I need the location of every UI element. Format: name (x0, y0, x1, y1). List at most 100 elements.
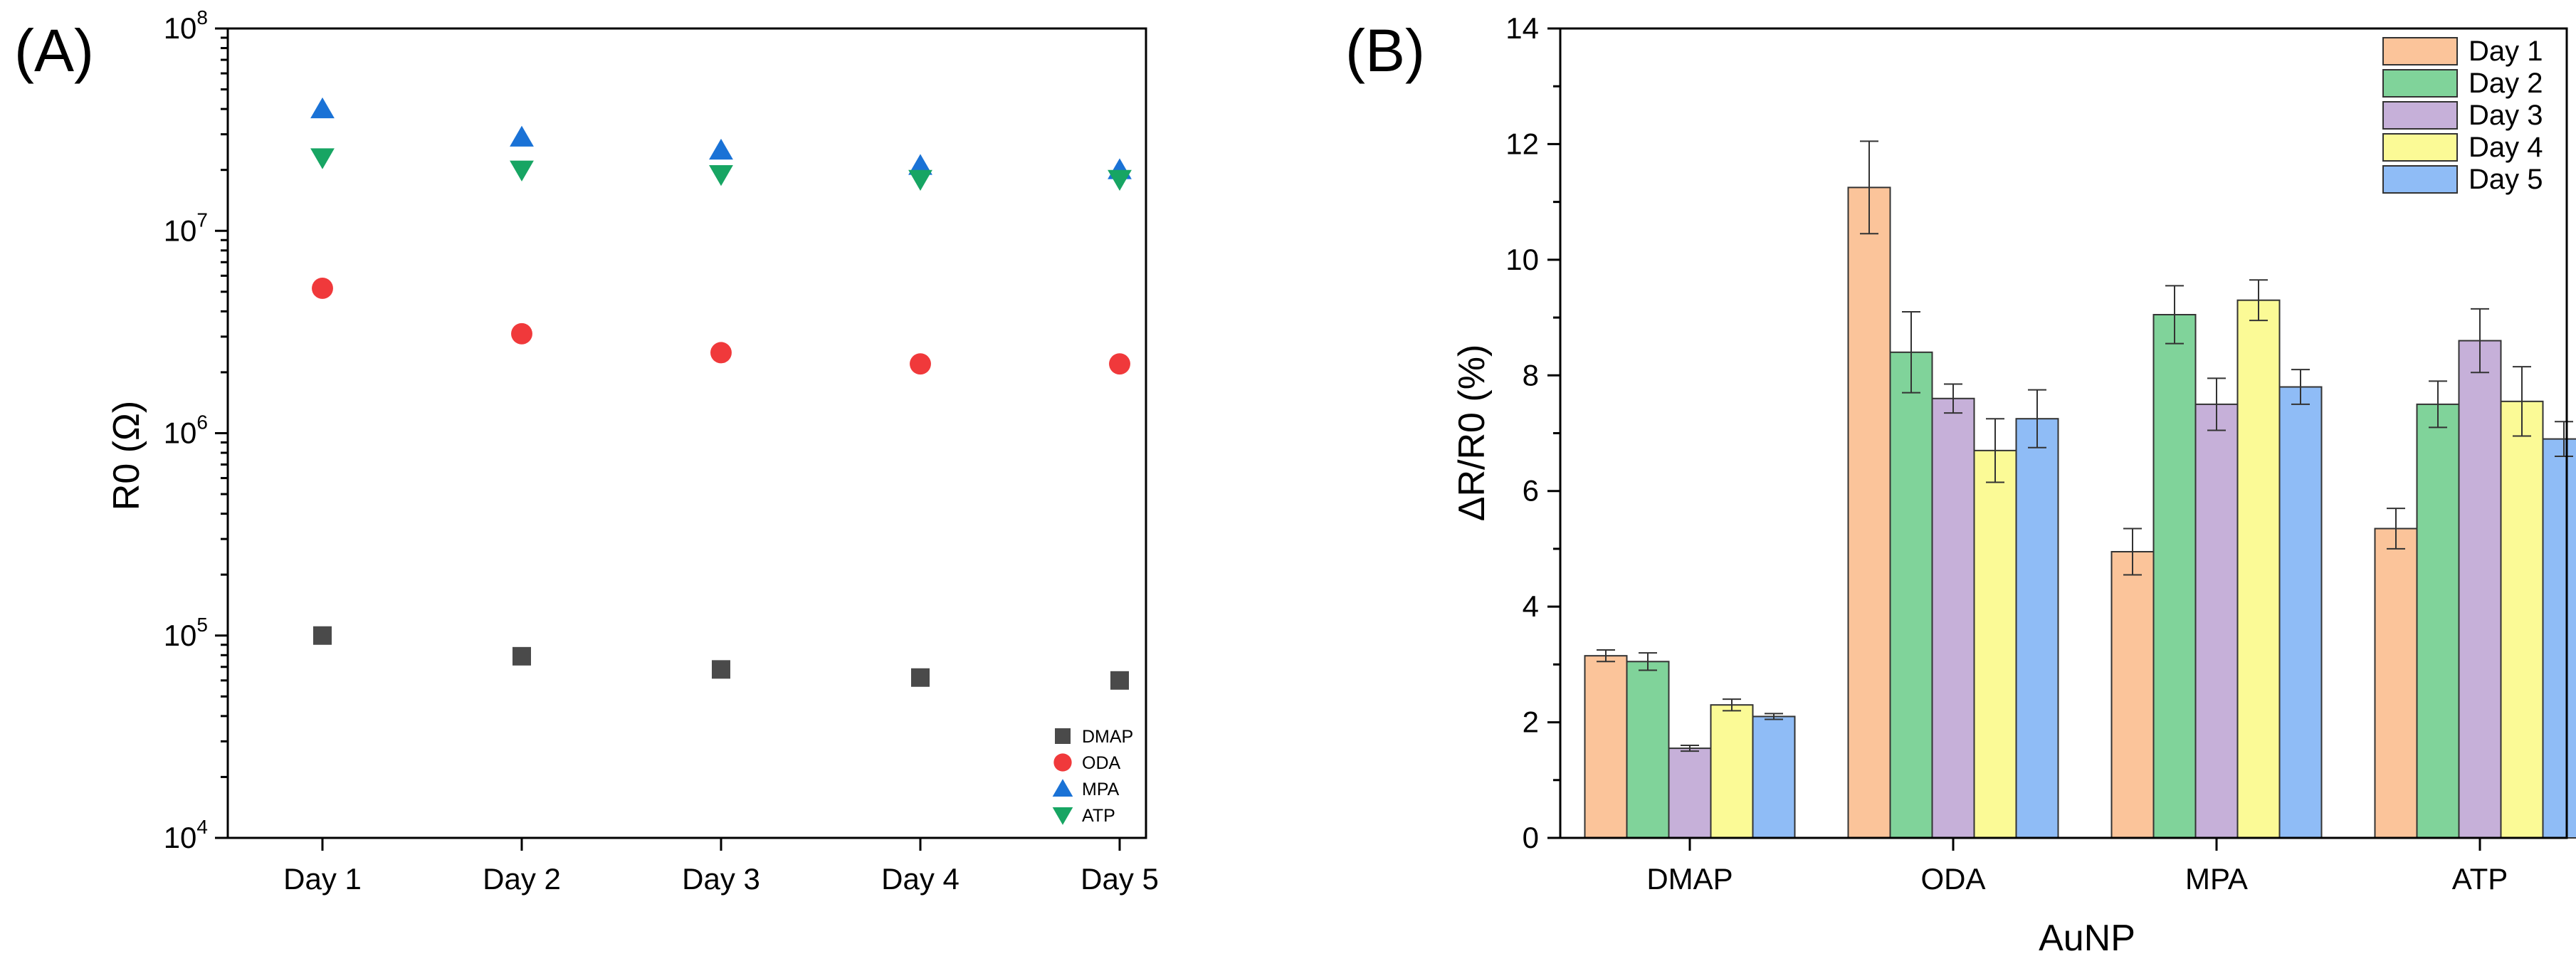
legend-label-day-5: Day 5 (2469, 164, 2543, 195)
bar-day-5-oda (2015, 418, 2059, 839)
y-tick-label: 2 (1523, 705, 1539, 739)
y-tick-base: 10 (164, 416, 197, 450)
bar-day-1-atp (2374, 528, 2418, 839)
y-tick-label: 105 (164, 614, 208, 652)
data-point-dmap (712, 660, 730, 679)
legend-swatch-day-2 (2382, 69, 2458, 98)
bar-day-4-oda (1973, 449, 2017, 839)
bar-day-2-oda (1889, 351, 1933, 839)
y-tick-exponent: 8 (196, 6, 208, 28)
x-tick-label: Day 3 (682, 862, 760, 896)
panel-b-x-axis-title: AuNP (2039, 918, 2135, 959)
legend-label-dmap: DMAP (1082, 727, 1133, 747)
data-point-mpa (908, 154, 932, 175)
y-tick-label: 12 (1505, 127, 1539, 160)
y-tick-base: 10 (164, 619, 197, 652)
bar-day-2-atp (2416, 403, 2460, 839)
x-tick-label: Day 2 (483, 862, 561, 896)
legend-marker-mpa (1052, 779, 1073, 797)
y-tick-label: 0 (1523, 821, 1539, 854)
panel-b-bars (1584, 140, 2576, 839)
y-tick-label: 108 (164, 6, 208, 45)
data-point-atp (1108, 169, 1132, 191)
bar-day-4-atp (2500, 400, 2544, 839)
legend-swatch-day-5 (2382, 165, 2458, 194)
panel-b-label: (B) (1345, 17, 1425, 84)
y-tick-exponent: 5 (196, 614, 208, 636)
legend-swatch-day-4 (2382, 133, 2458, 162)
data-point-oda (1109, 353, 1130, 375)
legend-marker-atp (1052, 807, 1073, 825)
x-tick-label: Day 1 (283, 862, 362, 896)
y-tick-base: 10 (164, 821, 197, 854)
y-tick-label: 107 (164, 209, 208, 247)
panel-a-label: (A) (14, 17, 94, 84)
legend-swatch-day-1 (2382, 37, 2458, 65)
panel-a-plot-frame (226, 27, 1147, 839)
bar-day-5-atp (2542, 438, 2576, 839)
panel-b-y-axis-title: ΔR/R0 (%) (1451, 345, 1493, 522)
legend-marker-dmap (1055, 728, 1071, 744)
x-tick-label: DMAP (1646, 862, 1733, 896)
bar-day-3-dmap (1668, 747, 1712, 839)
bar-day-2-mpa (2152, 314, 2197, 839)
panel-b-ticks: 0 2 4 6 8 10 12 14 DMAP ODA MPA ATP (1505, 11, 2508, 896)
bar-day-4-dmap (1710, 704, 1754, 839)
bar-day-1-mpa (2110, 550, 2155, 839)
panel-b-plot-frame (1559, 27, 2568, 839)
legend-marker-oda (1053, 753, 1072, 772)
bar-day-5-mpa (2278, 386, 2323, 839)
y-tick-label: 6 (1523, 474, 1539, 508)
bar-day-3-mpa (2194, 403, 2239, 839)
bar-day-2-dmap (1626, 661, 1670, 839)
bar-day-1-dmap (1584, 655, 1628, 839)
data-point-mpa (310, 97, 335, 119)
legend-label-day-4: Day 4 (2469, 132, 2543, 163)
y-tick-label: 8 (1523, 358, 1539, 392)
data-point-atp (709, 165, 733, 187)
y-tick-exponent: 4 (196, 816, 208, 838)
data-point-oda (710, 342, 732, 364)
legend-label-day-2: Day 2 (2469, 68, 2543, 99)
x-tick-label: Day 4 (881, 862, 960, 896)
y-tick-label: 14 (1505, 11, 1539, 45)
bar-day-1-oda (1847, 187, 1891, 839)
y-tick-base: 10 (164, 11, 197, 45)
x-tick-label: ATP (2452, 862, 2508, 896)
y-tick-exponent: 7 (196, 209, 208, 231)
panel-b-chart: (B) ΔR/R0 (%) AuNP 0 2 4 6 8 10 12 14 DMAP ODA MPA… (1345, 11, 2576, 959)
data-point-dmap (313, 626, 332, 645)
legend-label-day-1: Day 1 (2469, 36, 2543, 67)
legend-label-day-3: Day 3 (2469, 100, 2543, 131)
data-point-mpa (510, 125, 534, 147)
y-tick-exponent: 6 (196, 411, 208, 434)
panel-a-legend: DMAP ODA MPA ATP (1052, 727, 1133, 826)
bar-day-4-mpa (2236, 299, 2281, 839)
data-point-oda (511, 322, 532, 345)
data-point-oda (312, 278, 333, 299)
panel-a-y-axis-title: R0 (Ω) (106, 401, 147, 510)
bar-day-3-atp (2458, 340, 2502, 839)
y-tick-label: 10 (1505, 243, 1539, 276)
y-tick-label: 106 (164, 411, 208, 450)
y-tick-label: 104 (164, 816, 208, 854)
legend-label-atp: ATP (1082, 806, 1115, 826)
data-point-oda (910, 353, 931, 375)
legend-swatch-day-3 (2382, 101, 2458, 130)
data-point-atp (908, 169, 932, 191)
data-point-atp (310, 148, 335, 169)
data-point-atp (510, 160, 534, 182)
bar-day-3-oda (1931, 397, 1975, 839)
data-point-dmap (512, 646, 531, 666)
legend-label-mpa: MPA (1082, 780, 1120, 799)
y-tick-label: 4 (1523, 589, 1539, 623)
legend-label-oda: ODA (1082, 753, 1121, 773)
x-tick-label: ODA (1920, 862, 1985, 896)
data-point-mpa (709, 138, 733, 160)
panel-a-points (310, 97, 1132, 690)
bar-day-5-dmap (1752, 715, 1796, 839)
